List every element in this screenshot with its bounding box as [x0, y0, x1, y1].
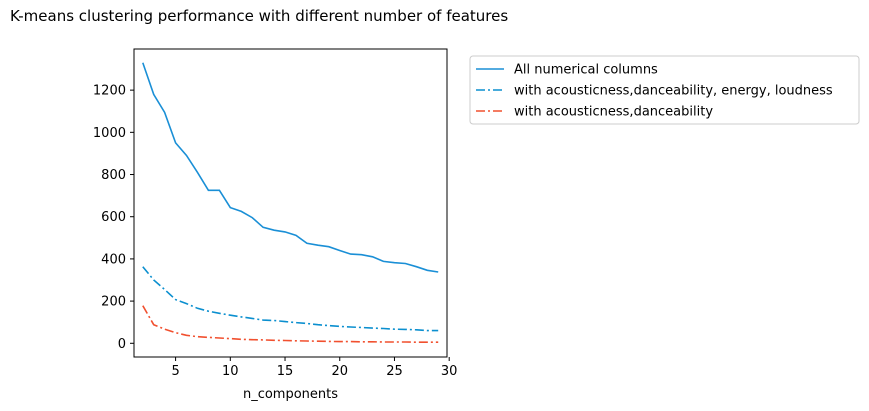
x-tick-label: 20	[331, 364, 348, 379]
legend-label-3: with acousticness,danceability	[514, 105, 713, 120]
x-tick-label: 5	[171, 364, 179, 379]
x-axis-label: n_components	[243, 387, 338, 402]
y-axis-ticks: 0 200 400 600 800 1000 1200	[93, 84, 134, 352]
series-line-3	[142, 305, 439, 344]
series-line-2	[142, 266, 439, 332]
legend-label-1: All numerical columns	[514, 63, 658, 78]
y-tick-label: 1000	[93, 126, 126, 141]
legend-label-2: with acousticness,danceability, energy, …	[514, 84, 833, 99]
y-tick-label: 400	[101, 252, 126, 267]
y-tick-label: 800	[101, 168, 126, 183]
x-tick-label: 10	[222, 364, 239, 379]
legend-box	[469, 55, 860, 125]
y-tick-label: 0	[118, 337, 126, 352]
y-tick-label: 200	[101, 295, 126, 310]
series-layer	[142, 62, 439, 344]
series-line-1	[142, 62, 439, 273]
x-tick-label: 30	[441, 364, 458, 379]
y-tick-label: 1200	[93, 84, 126, 99]
plot-frame	[133, 48, 448, 358]
legend: All numerical columns with acousticness,d…	[469, 55, 860, 125]
x-tick-label: 15	[277, 364, 294, 379]
y-tick-label: 600	[101, 210, 126, 225]
x-tick-label: 25	[386, 364, 403, 379]
x-axis-ticks: 5 10 15 20 25 30	[171, 357, 457, 379]
chart-title: K-means clustering performance with diff…	[10, 7, 509, 25]
